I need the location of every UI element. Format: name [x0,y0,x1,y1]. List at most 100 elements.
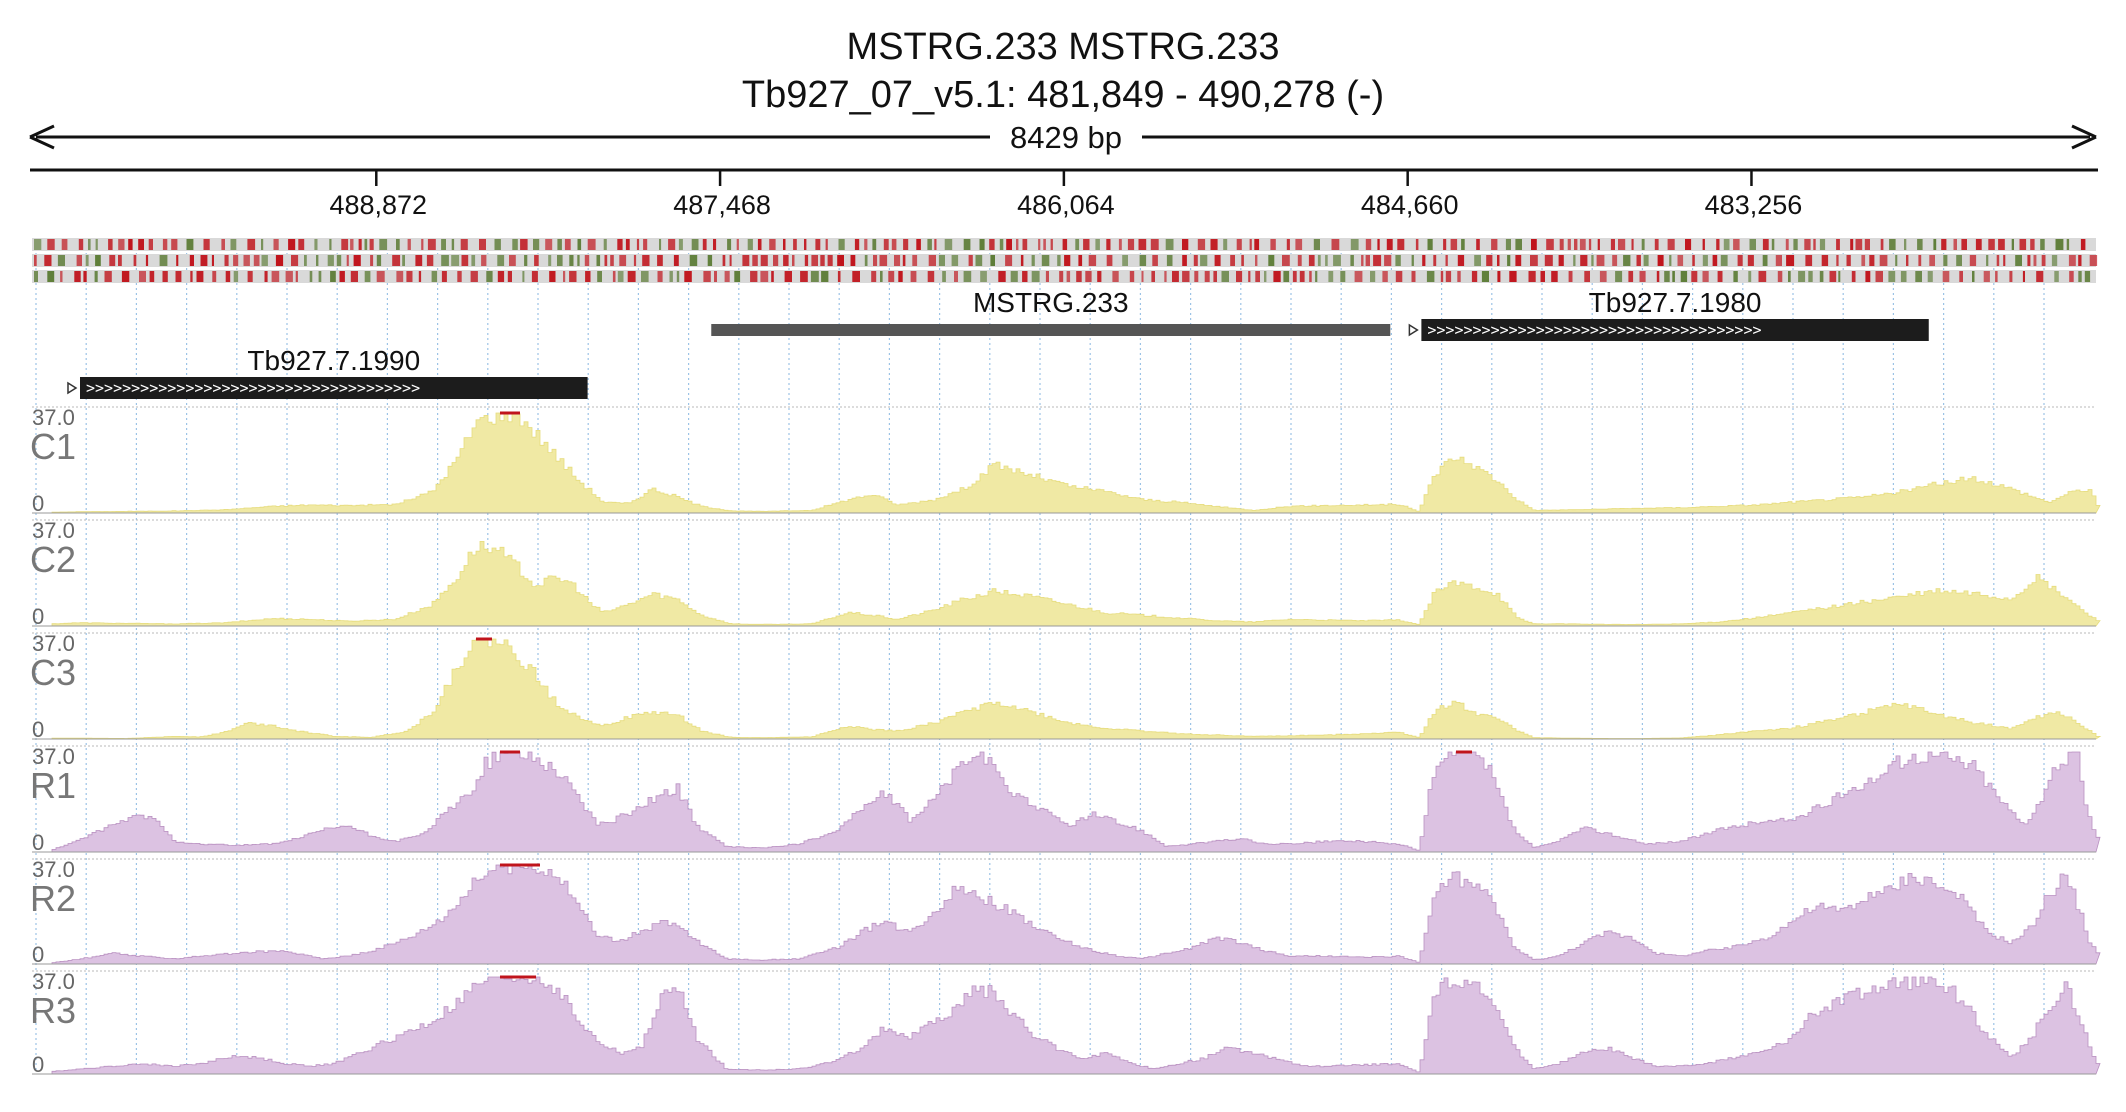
variant-mark [212,271,217,282]
variant-mark [316,255,319,266]
clip-marker [480,637,484,641]
variant-mark [402,255,405,266]
tick-label: 487,468 [673,190,771,220]
span-arrow-left-icon [29,124,55,150]
coordinate-axis: 488,872 487,468 486,064 484,660 483,256 [30,168,2098,220]
clip-marker [476,637,480,641]
variant-mark [793,239,797,250]
variant-mark [497,255,505,266]
variant-mark [910,271,917,282]
variant-mark [1975,239,1982,250]
variant-mark [1062,239,1068,250]
variant-mark [872,239,877,250]
variant-mark [1747,255,1754,266]
variant-mark [2041,255,2046,266]
variant-mark [1785,239,1789,250]
variant-mark [533,239,540,250]
variant-mark [273,239,279,250]
variant-mark [2068,255,2076,266]
variant-mark [963,239,971,250]
variant-mark [916,239,921,250]
strand-arrow-icon: >>>>>>>>>>>>>>>>>>>>>>>>>>>>>>>>>>>>> [1427,321,1761,339]
variant-mark [2080,239,2086,250]
variant-mark [1509,271,1517,282]
variant-mark [577,239,582,250]
coverage-track: 37.0 0 R3 [30,969,2101,1077]
variant-mark [329,239,332,250]
variant-mark [1273,271,1281,282]
variant-mark [673,255,679,266]
variant-mark [261,255,268,266]
clip-marker [532,975,536,979]
variant-mark [1411,271,1416,282]
y-min-label: 0 [32,1052,44,1077]
variant-mark [990,255,995,266]
variant-mark [2033,255,2037,266]
variant-mark [1567,239,1571,250]
variant-mark [784,271,792,282]
y-min-label: 0 [32,491,44,516]
variant-mark [1574,239,1578,250]
variant-mark [2084,271,2091,282]
variant-mark [1461,239,1465,250]
clip-marker [500,750,504,754]
variant-mark [200,255,208,266]
variant-mark [369,239,374,250]
strand-start-icon [67,381,78,395]
variant-mark [934,239,937,250]
variant-mark [1865,271,1871,282]
axis-ticks: 488,872 487,468 486,064 484,660 483,256 [329,170,1802,220]
clip-marker [508,750,512,754]
variant-mark [1933,239,1937,250]
variant-mark [148,239,153,250]
variant-mark [364,239,368,250]
variant-mark [703,271,711,282]
variant-mark [118,239,125,250]
variant-mark [253,255,260,266]
variant-mark [1544,255,1553,266]
variant-mark [1064,255,1071,266]
clip-marker [488,637,492,641]
coverage-tracks: 37.00C137.00C237.00C337.00R137.00R237.00… [30,405,2102,1077]
coverage-area [32,751,2101,853]
variant-mark [471,255,476,266]
variant-mark [376,271,385,282]
variant-mark [285,271,293,282]
variant-mark [243,255,250,266]
variant-mark [1927,271,1933,282]
variant-mark [1022,239,1028,250]
variant-mark [1568,271,1573,282]
variant-mark [1057,255,1061,266]
variant-mark [1476,239,1480,250]
variant-mark [139,271,146,282]
variant-mark [596,255,601,266]
variant-mark [804,239,807,250]
variant-mark [190,271,193,282]
variant-mark [1748,271,1752,282]
variant-mark [1106,239,1111,250]
variant-mark [1031,271,1040,282]
variant-mark [1020,255,1024,266]
variant-mark [2015,255,2022,266]
variant-mark [2040,239,2045,250]
variant-mark [108,239,113,250]
variant-mark [734,271,741,282]
variant-mark [642,255,650,266]
variant-mark [1213,271,1217,282]
clip-marker [532,863,536,867]
variant-mark [1193,255,1198,266]
variant-mark [1628,271,1634,282]
variant-mark [149,271,155,282]
variant-mark [441,255,449,266]
variant-mark [1422,255,1426,266]
variant-mark [864,255,868,266]
variant-mark [1497,255,1500,266]
variant-mark [171,239,178,250]
variant-mark [1749,239,1756,250]
variant-mark [1631,239,1634,250]
variant-mark [902,255,906,266]
variant-mark [481,255,487,266]
clip-marker [508,863,512,867]
variant-mark [189,255,194,266]
variant-mark [118,255,122,266]
